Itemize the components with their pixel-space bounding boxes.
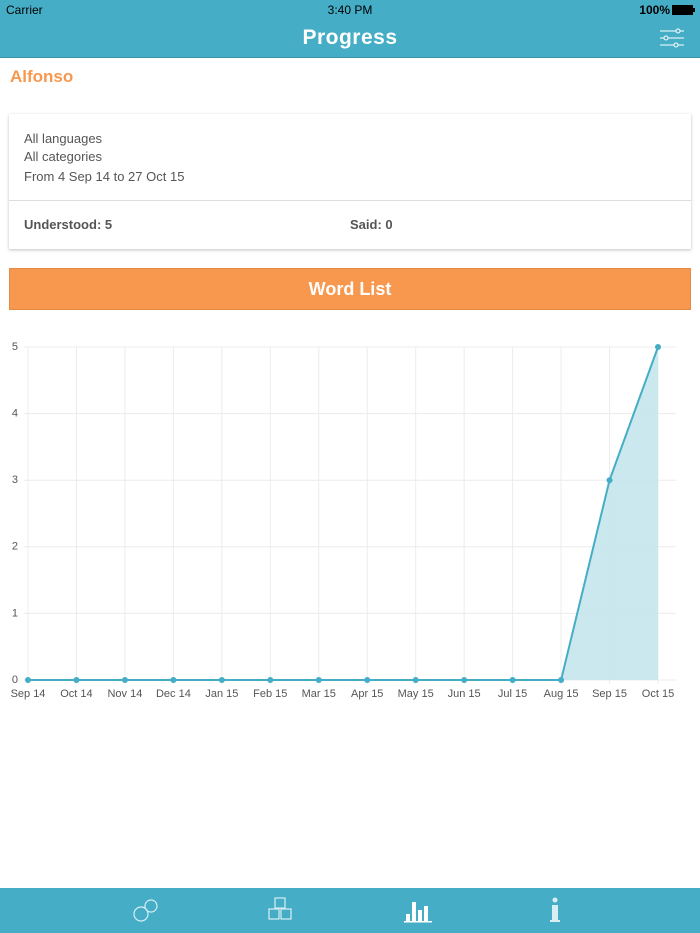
data-point	[461, 677, 468, 683]
data-point	[606, 477, 613, 484]
y-tick-label: 0	[12, 674, 18, 686]
tab-words[interactable]	[266, 896, 296, 924]
x-tick-label: Sep 14	[11, 688, 46, 700]
data-point	[170, 677, 177, 683]
understood-count: Understood: 5	[24, 217, 113, 232]
battery-level: 100%	[639, 3, 670, 17]
filter-button[interactable]	[658, 28, 686, 50]
data-point	[364, 677, 371, 683]
word-list-button[interactable]: Word List	[9, 268, 691, 310]
y-tick-label: 2	[12, 541, 18, 553]
divider	[9, 200, 691, 201]
x-tick-label: Nov 14	[107, 688, 142, 700]
data-point	[412, 677, 419, 683]
chart: 0 1 2 3 4 5 Sep 14 Oct 14 Nov 14 Dec 14 Jan 15 Feb …	[11, 341, 676, 700]
data-point	[25, 677, 31, 683]
data-point	[121, 677, 128, 683]
tab-bar	[0, 888, 700, 933]
x-tick-label: Aug 15	[544, 688, 579, 700]
clock: 3:40 PM	[327, 3, 373, 17]
said-count: Said: 0	[350, 217, 393, 232]
x-tick-label: Mar 15	[302, 688, 336, 700]
area-fill	[28, 347, 658, 680]
x-tick-label: Jun 15	[448, 688, 481, 700]
data-point	[315, 677, 322, 683]
tab-progress[interactable]	[404, 898, 434, 924]
date-filter: From 4 Sep 14 to 27 Oct 15	[24, 169, 185, 184]
area-line	[28, 346, 659, 681]
carrier: Carrier	[6, 3, 43, 17]
nav-bar: Carrier 3:40 PM 100% Progress	[0, 0, 700, 58]
y-tick-label: 3	[12, 474, 18, 486]
x-tick-label: Apr 15	[351, 688, 383, 700]
tab-info[interactable]	[545, 897, 565, 925]
data-point	[509, 677, 516, 683]
battery-icon	[672, 5, 695, 15]
data-point	[558, 677, 565, 683]
data-point	[655, 344, 661, 350]
data-point	[218, 677, 225, 683]
nav-title: Progress	[302, 26, 398, 49]
child-name: Alfonso	[10, 67, 74, 86]
x-tick-label: Jan 15	[205, 688, 238, 700]
language-filter: All languages	[24, 131, 103, 146]
x-tick-label: Dec 14	[156, 688, 191, 700]
x-tick-label: Sep 15	[592, 688, 627, 700]
x-tick-label: Jul 15	[498, 688, 527, 700]
y-tick-label: 4	[12, 408, 18, 420]
category-filter: All categories	[24, 149, 103, 164]
y-tick-label: 1	[12, 607, 18, 619]
x-tick-label: Feb 15	[253, 688, 287, 700]
y-tick-label: 5	[12, 341, 18, 353]
x-tick-label: Oct 14	[60, 688, 92, 700]
x-tick-label: Oct 15	[642, 688, 674, 700]
tab-children[interactable]	[130, 898, 162, 924]
x-tick-label: May 15	[398, 688, 434, 700]
summary-card: All languages All categories From 4 Sep …	[9, 114, 691, 249]
data-point	[73, 677, 80, 683]
data-point	[267, 677, 274, 683]
